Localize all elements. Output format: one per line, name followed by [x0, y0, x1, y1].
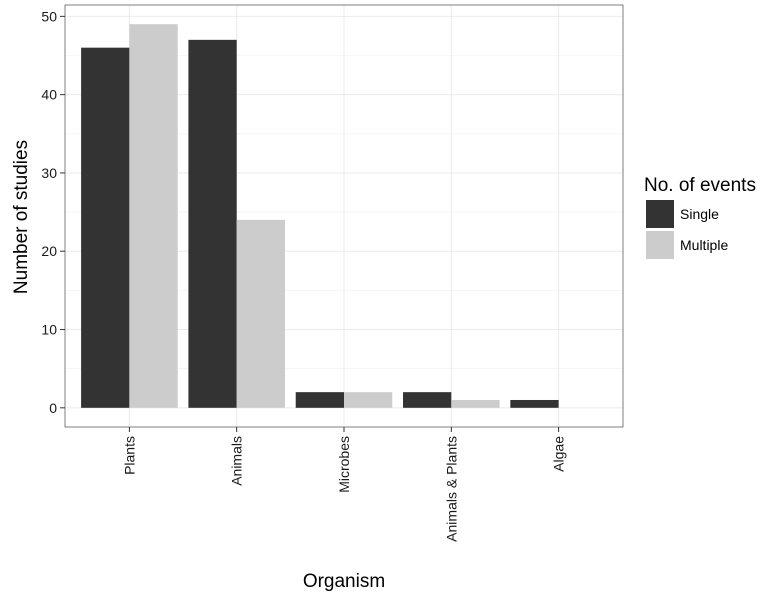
y-tick-label: 40	[41, 87, 57, 103]
y-axis-ticks: 0 10 20 30 40 50	[41, 8, 65, 416]
bar-single-microbes	[295, 392, 344, 408]
x-tick-label: Microbes	[336, 436, 352, 493]
bar-multiple-animals	[236, 219, 285, 408]
legend-title: No. of events	[644, 175, 756, 196]
legend-key-single	[646, 200, 674, 228]
x-tick-label: Algae	[551, 436, 567, 472]
legend-label-multiple: Multiple	[680, 237, 728, 253]
x-tick-label: Animals & Plants	[443, 436, 459, 542]
bar-single-animals	[188, 39, 237, 408]
y-tick-label: 50	[41, 8, 57, 24]
legend-key-multiple	[646, 231, 674, 259]
legend: No. of events Single Multiple	[644, 175, 756, 259]
legend-label-single: Single	[680, 206, 719, 222]
x-tick-label: Animals	[229, 436, 245, 486]
y-tick-label: 10	[41, 322, 57, 338]
bar-multiple-animals-plants	[451, 399, 500, 408]
bar-single-animals-plants	[403, 392, 452, 408]
y-axis-title: Number of studies	[11, 140, 32, 294]
y-tick-label: 30	[41, 165, 57, 181]
bar-multiple-plants	[129, 24, 178, 408]
bar-single-algae	[510, 399, 559, 408]
y-tick-label: 0	[49, 400, 57, 416]
bar-multiple-microbes	[344, 392, 393, 408]
x-axis-title: Organism	[303, 571, 385, 592]
x-axis-ticks: Plants Animals Microbes Animals & Plants Alg…	[121, 427, 567, 542]
x-tick-label: Plants	[121, 436, 137, 475]
y-tick-label: 20	[41, 243, 57, 259]
bars	[81, 24, 559, 408]
bar-single-plants	[81, 47, 130, 408]
